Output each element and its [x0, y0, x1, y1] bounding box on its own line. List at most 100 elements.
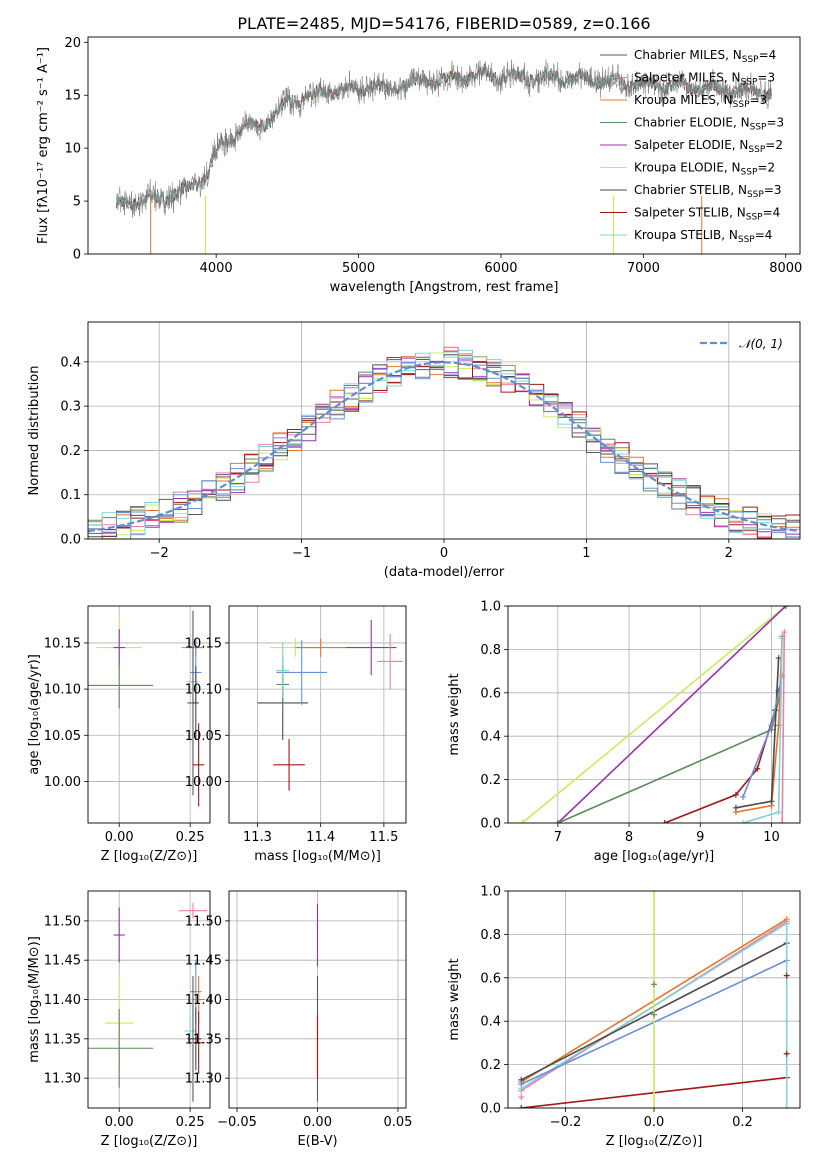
axis-label-x: wavelength [Angstrom, rest frame] [330, 280, 559, 295]
tick-label-y: 0.8 [480, 643, 501, 658]
tick-label-x: 7000 [627, 261, 660, 276]
axes-frame [228, 890, 407, 1109]
legend-tail: =4 [763, 206, 781, 220]
weight-age-marker [775, 809, 782, 816]
plot-area [88, 346, 800, 539]
legend-subscript: SSP [733, 100, 750, 110]
tick-label-y: 1.0 [480, 885, 501, 900]
tick-label-y: 10 [64, 142, 81, 157]
axis-label-x: age [log₁₀(age/yr)] [594, 849, 715, 864]
weight-z-marker [651, 981, 657, 988]
axis-label-y: age [log₁₀(age/yr)] [27, 654, 42, 775]
legend-text: Salpeter STELIB, N [634, 206, 746, 220]
axes-frame [87, 890, 211, 1109]
legend-subscript: SSP [746, 213, 763, 223]
weight-age-marker [740, 793, 747, 800]
weight-z-marker [518, 1094, 525, 1101]
axis-label-x: (data-model)/error [384, 565, 505, 580]
tick-label-x: 7 [554, 830, 562, 845]
panel-weight-vs-age: 7 8 9 10 0.0 0.2 0.4 0.6 0.8 1.0 age [log₁₀(age/yr… [447, 600, 801, 864]
weight-z-marker [783, 1050, 790, 1057]
weight-z-marker [783, 972, 790, 979]
tick-label-y: 0 [73, 248, 81, 263]
tick-label-y: 10.05 [44, 729, 81, 744]
weight-age-marker [732, 804, 739, 811]
tick-label-y: 0.6 [480, 971, 501, 986]
panel-mass-vs-Z: 0.00 0.25 11.30 11.35 11.40 11.45 11.50 Z [log₁… [27, 890, 211, 1149]
tick-label-x: −0.05 [217, 1115, 257, 1130]
legend-tail: =2 [765, 138, 783, 152]
histogram-step-9 [88, 357, 800, 538]
weight-age-line-7 [742, 638, 783, 823]
tick-label-y: 10.00 [44, 775, 81, 790]
tick-label-x: 4000 [200, 261, 233, 276]
axis-label-x: Z [log₁₀(Z/Z⊙)] [606, 1134, 703, 1149]
tick-label-y: 11.30 [44, 1072, 81, 1087]
tick-label-y: 11.40 [44, 993, 81, 1008]
tick-label-y: 0.3 [60, 400, 81, 415]
weight-z-marker [651, 1105, 657, 1108]
tick-label-x: 0.25 [176, 830, 205, 845]
tick-label-x: −1 [292, 546, 311, 561]
tick-label-y: 10.15 [44, 636, 81, 651]
tick-label-x: 8000 [769, 261, 802, 276]
weight-age-marker [768, 722, 775, 729]
tick-label-x: 2 [725, 546, 733, 561]
legend-text: Kroupa ELODIE, N [634, 161, 741, 175]
weight-age-marker [740, 820, 747, 823]
legend-subscript: SSP [741, 78, 758, 88]
legend-entry: Salpeter STELIB, NSSP=4 [634, 206, 780, 223]
weight-z-marker [518, 1081, 525, 1088]
legend-tail: =3 [766, 116, 784, 130]
weight-age-marker [768, 798, 775, 805]
tick-label-y: 11.35 [185, 1032, 222, 1047]
axis-label-x: E(B-V) [297, 1134, 337, 1149]
tick-label-y: 11.45 [44, 954, 81, 969]
legend-tail: =3 [764, 183, 782, 197]
weight-age-marker [661, 820, 668, 823]
tick-label-y: 11.45 [185, 954, 222, 969]
tick-label-y: 0.2 [480, 1058, 501, 1073]
tick-label-y: 0.2 [480, 773, 501, 788]
weight-age-line-5 [735, 658, 780, 809]
axis-label-y: mass weight [447, 958, 462, 1040]
tick-label-y: 20 [64, 36, 81, 51]
weight-age-marker [519, 820, 526, 823]
legend-entry: Chabrier MILES, NSSP=4 [634, 48, 776, 65]
tick-label-y: 15 [64, 89, 81, 104]
plot-area [88, 610, 205, 807]
legend-subscript: SSP [742, 55, 759, 65]
figure-title: PLATE=2485, MJD=54176, FIBERID=0589, z=0… [237, 14, 650, 33]
tick-label-y: 0.0 [480, 1102, 501, 1117]
weight-age-marker [782, 606, 789, 609]
axes-frame [87, 605, 211, 824]
legend-entry: Chabrier ELODIE, NSSP=3 [634, 116, 784, 133]
legend-tail: =4 [759, 48, 777, 62]
legend-normal: 𝒩(0, 1) [739, 337, 783, 351]
legend-tail: =2 [757, 161, 775, 175]
tick-label-y: 0.6 [480, 686, 501, 701]
normal-curve [88, 361, 800, 533]
legend-tail: =3 [757, 71, 775, 85]
legend-entry: Kroupa STELIB, NSSP=4 [634, 228, 772, 245]
weight-z-marker [651, 891, 657, 894]
legend-tail: =4 [755, 228, 773, 242]
plot-area [518, 891, 790, 1108]
axis-label-y: Normed distribution [27, 366, 42, 496]
weight-age-marker [754, 765, 761, 772]
legend-entry: Salpeter ELODIE, NSSP=2 [634, 138, 783, 155]
legend-subscript: SSP [748, 145, 765, 155]
axes-frame [507, 890, 801, 1109]
tick-label-y: 0.8 [480, 928, 501, 943]
tick-label-x: 0.0 [644, 1115, 665, 1130]
tick-label-y: 0.4 [480, 1015, 501, 1030]
weight-age-marker [732, 791, 739, 798]
tick-label-x: 5000 [342, 261, 375, 276]
axis-label-y: Flux [fλ10⁻¹⁷ erg cm⁻² s⁻¹ A⁻¹] [36, 47, 51, 244]
tick-label-y: 11.30 [185, 1072, 222, 1087]
weight-age-marker [779, 820, 786, 823]
weight-z-marker [518, 1105, 525, 1108]
panel-spectrum: 4000 5000 6000 7000 8000 0 5 10 15 20 wavelength [… [36, 36, 802, 295]
axis-label-x: Z [log₁₀(Z/Z⊙)] [101, 1134, 198, 1149]
